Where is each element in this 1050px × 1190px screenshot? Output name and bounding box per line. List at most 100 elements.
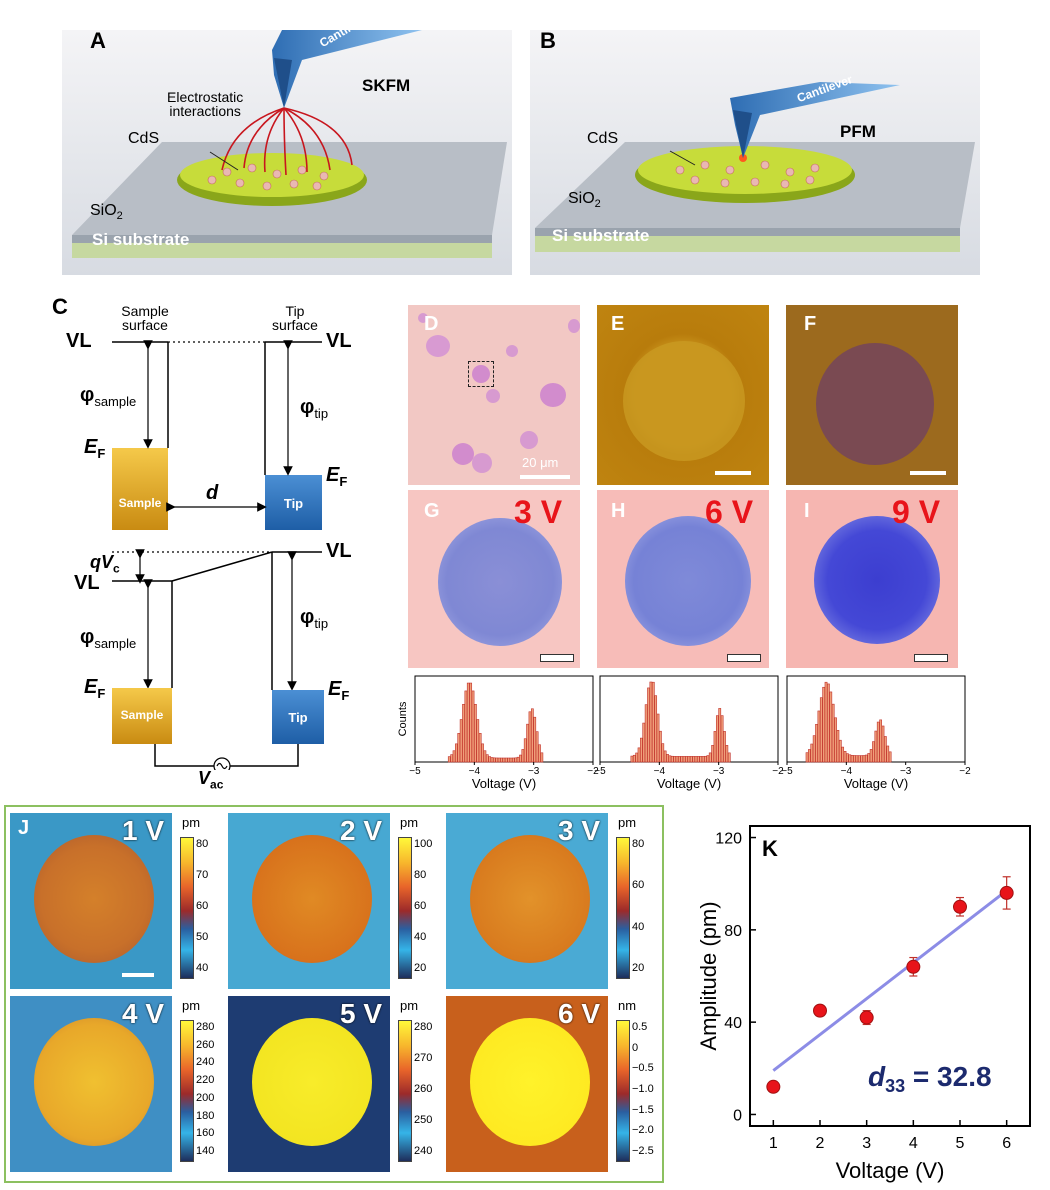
histogram-bar — [860, 755, 864, 763]
histogram-bar — [812, 735, 816, 763]
panel-d-optical: 20 μm D — [408, 305, 580, 485]
histogram-bar — [862, 755, 866, 763]
histogram-tick-label: −4 — [469, 766, 481, 777]
colorbar-tick-label: −2.0 — [632, 1124, 654, 1137]
histogram-bar — [689, 756, 693, 763]
histogram-bar — [834, 717, 837, 763]
histogram-bar — [654, 695, 658, 763]
flake — [472, 365, 490, 383]
data-point — [999, 885, 1014, 900]
data-point — [953, 899, 967, 914]
sample-box-bottom: Sample — [120, 708, 164, 722]
colorbar-tick-label: 220 — [196, 1074, 215, 1087]
flake-response — [34, 1018, 154, 1146]
histogram-bar — [514, 757, 518, 763]
data-point — [766, 1079, 781, 1094]
vl-label-tip-top: VL — [326, 330, 352, 352]
colorbar-unit: pm — [400, 815, 419, 830]
flake — [520, 431, 538, 449]
flake-response — [252, 835, 372, 963]
histogram-bar — [497, 757, 501, 763]
panel-e-topography: E — [597, 305, 769, 485]
colorbar — [180, 837, 194, 979]
phi-sample-top: φsample — [80, 384, 137, 409]
flake-response — [252, 1018, 372, 1146]
scale-bar-g — [540, 654, 574, 662]
histogram-bar — [713, 731, 717, 763]
histogram-bar — [718, 708, 722, 763]
histogram-bar — [483, 750, 487, 763]
histogram-bar — [521, 749, 525, 763]
histogram-bar — [647, 687, 650, 763]
histogram-bar — [670, 755, 674, 763]
histogram-bar — [447, 756, 451, 763]
histogram-bar — [632, 754, 636, 763]
histogram-bar — [535, 731, 539, 763]
colorbar-tick-label: 250 — [414, 1114, 433, 1126]
histogram-bar — [661, 743, 665, 763]
panel-label-j: J — [18, 817, 30, 839]
scale-bar-i — [914, 654, 948, 662]
phi-sample-bottom: φsample — [80, 626, 137, 651]
data-point — [813, 1003, 827, 1018]
panel-g-kpfm: G 3 V — [408, 490, 580, 668]
sample-box-top: Sample — [118, 496, 162, 510]
histogram-bar — [500, 757, 503, 763]
histogram-bar — [808, 749, 811, 763]
colorbar-tick-label: 240 — [196, 1056, 215, 1069]
histogram-bar — [656, 713, 660, 763]
vl-label-tip-bottom: VL — [326, 540, 352, 562]
qvc-label: qVc — [90, 552, 120, 576]
histogram-row: −5 −4 −3 −2 Voltage (V) Counts −5 −4 −3 −2 Voltage… — [390, 672, 990, 792]
histogram-bar — [715, 715, 719, 763]
colorbar-tick-label: 20 — [632, 962, 645, 974]
panel-a: A SKFM Cantilever Electrostatic interacti… — [62, 9, 512, 275]
histogram-bar — [827, 683, 830, 763]
colorbar-tick-label: 80 — [414, 869, 427, 881]
flake — [418, 313, 428, 323]
colorbar-tick-label: 80 — [196, 838, 209, 850]
histogram-bar — [678, 756, 681, 763]
panel-label-f: F — [804, 313, 817, 335]
histogram-bar — [490, 757, 494, 763]
histogram-bar — [502, 757, 506, 763]
histogram-bar — [819, 697, 823, 763]
histogram-ylabel: Counts — [397, 701, 409, 736]
sio2-label-a: SiO2 — [90, 202, 123, 223]
histogram-bar — [478, 733, 482, 763]
histogram-bar — [666, 754, 669, 763]
histogram-bar — [649, 681, 653, 763]
pfm-amplitude-image: 4 V — [10, 996, 172, 1172]
histogram-bar — [884, 736, 887, 763]
pfm-tile: 1 V pm 80 70 60 50 40 — [10, 813, 224, 991]
x-tick-label: 1 — [769, 1135, 778, 1152]
histogram-bar — [455, 743, 458, 763]
colorbar-tick-label: 280 — [196, 1021, 215, 1033]
pfm-tile: 3 V pm 80 60 40 20 — [446, 813, 660, 991]
histogram-bar — [687, 756, 691, 763]
x-tick-label: 5 — [956, 1135, 965, 1152]
colorbar-tick-label: 100 — [414, 838, 433, 850]
cds-label-b: CdS — [587, 130, 619, 147]
substrate-label-b: Si substrate — [552, 226, 650, 245]
colorbar-tick-label: 270 — [414, 1052, 433, 1064]
histogram-bar — [637, 747, 641, 763]
ef-sample-bottom: EF — [84, 676, 106, 701]
flake-response — [34, 835, 154, 963]
panel-label-a: A — [90, 28, 106, 53]
pfm-amplitude-image: 3 V — [446, 813, 608, 989]
histogram-bar — [630, 755, 634, 763]
histogram-bar — [450, 754, 454, 763]
scale-bar-e — [715, 471, 751, 475]
histogram-bar — [810, 743, 814, 763]
histogram-bar — [831, 703, 835, 763]
colorbar-tick-label: 200 — [196, 1091, 215, 1104]
colorbar-tick-label: −1.0 — [632, 1083, 654, 1095]
histogram-tick-label: −5 — [781, 766, 793, 777]
phi-tip-top: φtip — [300, 396, 329, 421]
histogram-bar — [659, 730, 662, 763]
colorbar-tick-label: 0.5 — [632, 1021, 648, 1033]
histogram-tick-label: −2 — [587, 766, 599, 777]
pfm-amplitude-image: 1 V — [10, 813, 172, 989]
histogram-bar — [872, 741, 875, 763]
